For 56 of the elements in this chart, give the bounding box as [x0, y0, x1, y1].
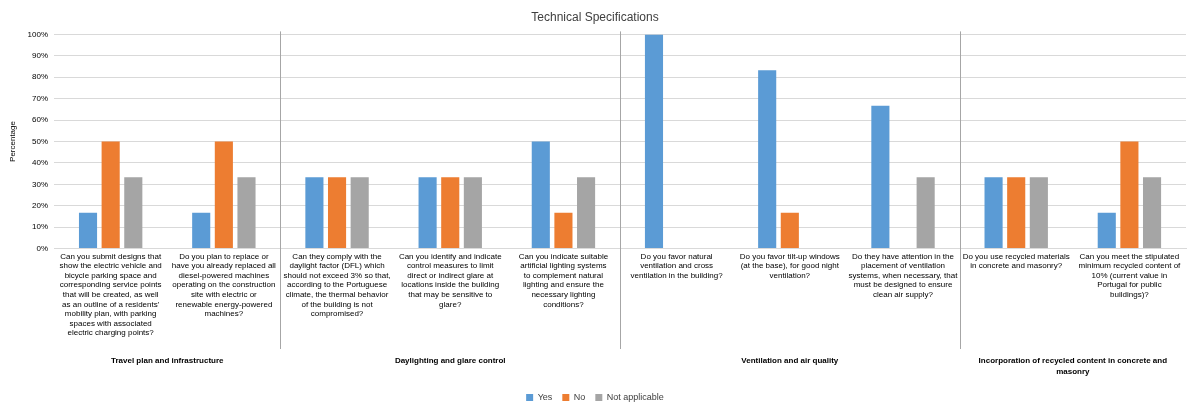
text: Daylighting and glare control: [394, 356, 506, 366]
bar: [124, 177, 143, 249]
bar: [192, 212, 211, 249]
bar: [984, 177, 1003, 249]
bar: [441, 177, 460, 249]
bar: [1007, 177, 1026, 249]
bar: [305, 177, 324, 249]
x-tick-label: Can you identify and indicate control measures to limit direct or indirect glare at locations inside the building that may be sensitive to glare?: [398, 251, 503, 309]
y-tick-label: 90%: [32, 51, 49, 61]
y-tick-label: 0%: [36, 243, 49, 253]
legend-label: Yes: [537, 391, 553, 402]
x-tick-label: Can they comply with the daylight factor (DFL) which should not exceed 3% so that, according to the Portuguese climate, the thermal behavior of the building is not compromised?: [283, 251, 391, 319]
bar: [418, 177, 437, 249]
bar: [463, 177, 482, 249]
y-tick-label: 60%: [32, 115, 49, 125]
bar: [214, 141, 233, 249]
text: Ventilation and air quality: [741, 356, 839, 366]
y-tick-label: 40%: [32, 158, 49, 168]
bar: [101, 141, 120, 249]
text: Incorporation of recycled content in concrete and masonry: [978, 356, 1168, 377]
y-tick-label: 80%: [32, 72, 49, 82]
bar: [758, 70, 777, 249]
bar: [1142, 177, 1162, 249]
bar: [1097, 212, 1116, 249]
bar: [916, 177, 935, 249]
bar: [1029, 177, 1048, 249]
y-tick-label: 20%: [32, 200, 49, 210]
bar: [780, 212, 799, 249]
bar: [78, 212, 98, 249]
bar: [327, 177, 347, 249]
y-axis-title: Percentage: [8, 120, 17, 162]
text: Travel plan and infrastructure: [111, 356, 225, 366]
x-tick-label: Do you favor natural ventilation and cross ventilation in the building?: [630, 251, 724, 280]
legend-label: No: [573, 391, 586, 402]
x-tick-label: Do you favor tilt-up windows (at the base), for good night ventilation?: [739, 251, 840, 280]
category-label: Can you submit designs that show the electric vehicle and bicycle parking space and corresponding service points that will be created, as well as an outline of a residents' mobility plan, with parking spaces with associated electric charging points?: [59, 251, 162, 338]
x-tick-label: Can you meet the stipulated minimum recycled content of 10% (current value in Portugal for public buildings)?: [1078, 251, 1182, 299]
bar: [577, 177, 596, 249]
bar: [350, 177, 369, 249]
legend-label: Not applicable: [606, 391, 664, 402]
y-tick-label: 50%: [32, 136, 49, 146]
bar: [644, 34, 664, 249]
x-tick-label: Do you use recycled materials in concrete and masonry?: [962, 251, 1070, 271]
x-tick-label: Do you plan to replace or have you already replaced all diesel-powered machines operating on the construction site with electric or renewable energy-powered machines?: [171, 251, 277, 319]
x-tick-label: Can you indicate suitable artificial lighting systems to complement natural lighting and ensure the necessary lighting conditions?: [518, 251, 609, 309]
x-tick-label: Do they have attention in the placement of ventilation systems, when necessary, that must be designed to ensure clean air supply?: [848, 251, 959, 299]
y-tick-label: 70%: [32, 93, 49, 103]
y-tick-label: 30%: [32, 179, 49, 189]
bar: [1120, 141, 1139, 249]
bar: [554, 212, 573, 249]
bar: [871, 105, 890, 249]
y-tick-label: 100%: [27, 29, 49, 39]
bar: [237, 177, 256, 249]
chart-title: Technical Specifications: [531, 9, 659, 24]
bar: [531, 141, 550, 249]
y-tick-label: 10%: [32, 222, 49, 232]
